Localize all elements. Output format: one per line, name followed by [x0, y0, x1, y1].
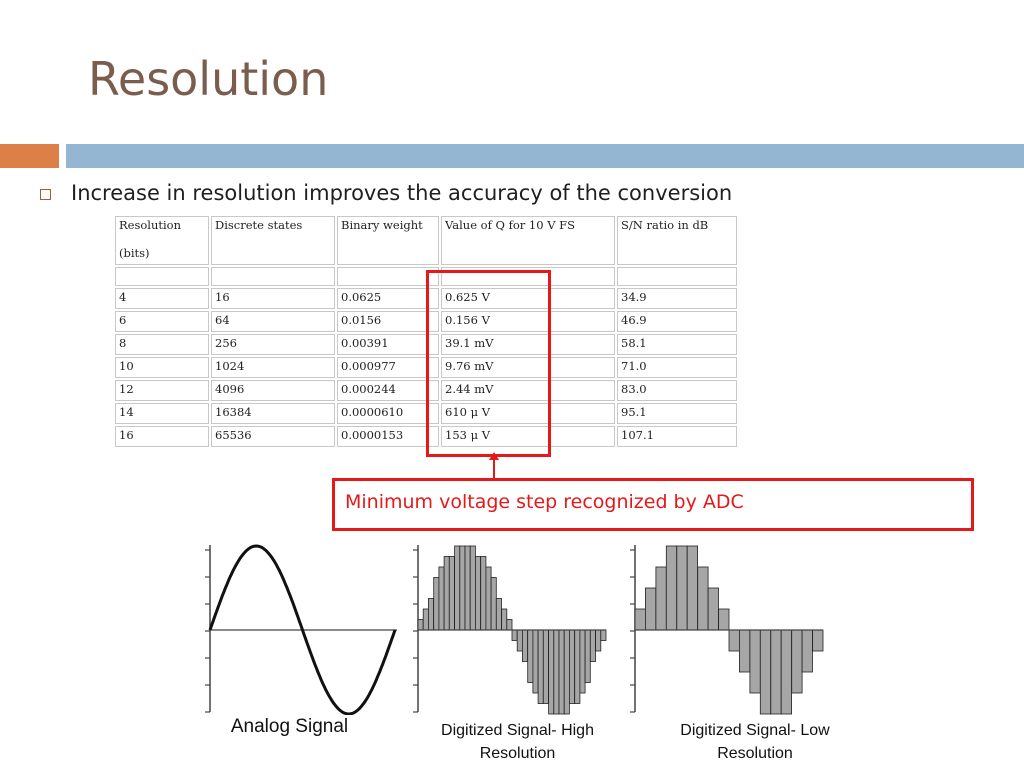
sample-bar [812, 629, 824, 652]
sample-bar [469, 545, 476, 631]
slide-title: Resolution [88, 52, 329, 106]
sample-bar [516, 629, 523, 652]
table-row: 14 16384 0.0000610 610 μ V 95.1 [115, 403, 737, 424]
caption-analog: Analog Signal [230, 716, 349, 737]
sample-bar [527, 629, 534, 683]
accent-bar-blue [66, 144, 1024, 168]
sample-bar [791, 629, 803, 694]
sample-bar [548, 629, 555, 715]
table-row: 4 16 0.0625 0.625 V 34.9 [115, 288, 737, 309]
bullet-square-icon [40, 189, 51, 200]
sample-bar [443, 556, 450, 631]
sample-bar [511, 629, 518, 641]
header-cell: S/N ratio in dB [617, 216, 737, 265]
sample-bar [480, 556, 487, 631]
callout-box: Minimum voltage step recognized by ADC [332, 478, 974, 531]
resolution-table: Resolution (bits) Discrete states Binary … [113, 214, 739, 449]
arrow-up-icon [489, 452, 499, 460]
sample-bar [749, 629, 761, 694]
sample-bar [537, 629, 544, 704]
sample-bar [801, 629, 813, 673]
digitized-low-figure [630, 545, 824, 715]
sample-bar [475, 556, 482, 631]
sample-bar [553, 629, 560, 715]
sample-bar [718, 608, 730, 631]
sample-bar [558, 629, 565, 715]
sample-bar [579, 629, 586, 694]
sample-bar [532, 629, 539, 694]
sample-bar [522, 629, 529, 662]
accent-bar-orange [0, 144, 59, 168]
sample-bar [697, 566, 709, 631]
digitized-high-figure [413, 545, 607, 715]
sample-bar [433, 577, 440, 631]
table-spacer-row [115, 267, 737, 286]
sample-bar [634, 608, 646, 631]
sample-bar [568, 629, 575, 704]
table-row: 12 4096 0.000244 2.44 mV 83.0 [115, 380, 737, 401]
header-cell: Value of Q for 10 V FS [441, 216, 615, 265]
sample-bar [459, 545, 466, 631]
analog-signal-figure [205, 544, 397, 715]
sample-bar [417, 619, 424, 631]
table-header-row: Resolution (bits) Discrete states Binary … [115, 216, 737, 265]
callout-text: Minimum voltage step recognized by ADC [345, 491, 744, 513]
table-row: 8 256 0.00391 39.1 mV 58.1 [115, 334, 737, 355]
sample-bar [686, 545, 698, 631]
header-cell: Binary weight [337, 216, 439, 265]
sample-bar [422, 608, 429, 631]
sample-bar [574, 629, 581, 704]
sample-bar [427, 598, 434, 631]
table-row: 10 1024 0.000977 9.76 mV 71.0 [115, 357, 737, 378]
sample-bar [707, 587, 719, 631]
sample-bar [600, 629, 607, 641]
arrow-line [493, 454, 495, 481]
sample-bar [506, 619, 513, 631]
sample-bar [485, 566, 492, 631]
sample-bar [676, 545, 688, 631]
sample-bar [454, 545, 461, 631]
sample-bar [665, 545, 678, 631]
table-row: 16 65536 0.0000153 153 μ V 107.1 [115, 426, 737, 447]
sample-bar [770, 629, 782, 715]
sample-bar [563, 629, 570, 715]
sample-bar [589, 629, 596, 662]
sample-bar [759, 629, 772, 715]
caption-high: Digitized Signal- High Resolution [441, 722, 594, 762]
sample-bar [501, 608, 508, 631]
table-row: 6 64 0.0156 0.156 V 46.9 [115, 311, 737, 332]
bullet-text: Increase in resolution improves the accu… [71, 181, 733, 205]
sample-bar [780, 629, 792, 715]
sample-bar [448, 556, 455, 631]
sample-bar [655, 566, 667, 631]
sample-bar [490, 577, 497, 631]
sample-bar [644, 587, 657, 631]
sample-bar [542, 629, 549, 704]
header-cell: Resolution (bits) [115, 216, 209, 265]
header-cell: Discrete states [211, 216, 335, 265]
sample-bar [739, 629, 751, 673]
caption-low: Digitized Signal- Low Resolution [680, 722, 830, 762]
sample-bar [438, 566, 445, 631]
sample-bar [464, 545, 471, 631]
sample-bar [595, 629, 602, 652]
sample-bar [584, 629, 591, 683]
sample-bar [728, 629, 740, 652]
q-column-highlight [426, 270, 551, 457]
sample-bar [495, 598, 502, 631]
analog-sine-wave [208, 544, 397, 715]
